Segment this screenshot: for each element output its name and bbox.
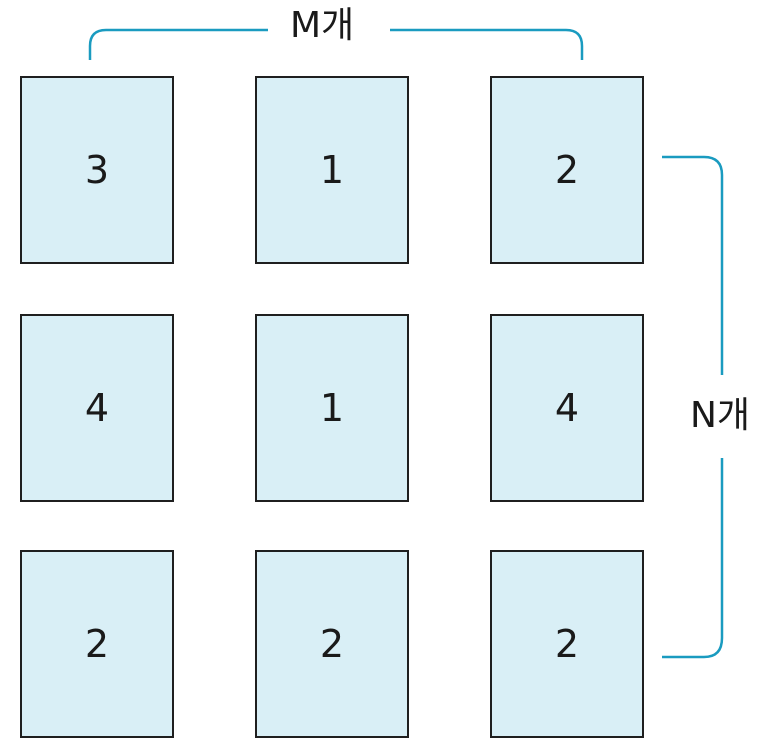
card-value: 1: [319, 386, 345, 430]
card-r3-c2: 2: [255, 550, 409, 738]
card-value: 2: [554, 148, 580, 192]
card-value: 2: [554, 622, 580, 666]
card-r2-c3: 4: [490, 314, 644, 502]
card-r3-c1: 2: [20, 550, 174, 738]
card-r3-c3: 2: [490, 550, 644, 738]
card-r1-c3: 2: [490, 76, 644, 264]
card-r1-c2: 1: [255, 76, 409, 264]
card-r2-c2: 1: [255, 314, 409, 502]
row-count-label: N개: [690, 395, 751, 436]
column-bracket: [88, 28, 584, 60]
card-r1-c1: 3: [20, 76, 174, 264]
card-value: 2: [319, 622, 345, 666]
row-bracket: [662, 155, 724, 659]
column-count-label: M개: [290, 5, 355, 46]
card-value: 4: [554, 386, 580, 430]
card-r2-c1: 4: [20, 314, 174, 502]
card-value: 4: [84, 386, 110, 430]
card-value: 3: [84, 148, 110, 192]
card-value: 2: [84, 622, 110, 666]
card-value: 1: [319, 148, 345, 192]
